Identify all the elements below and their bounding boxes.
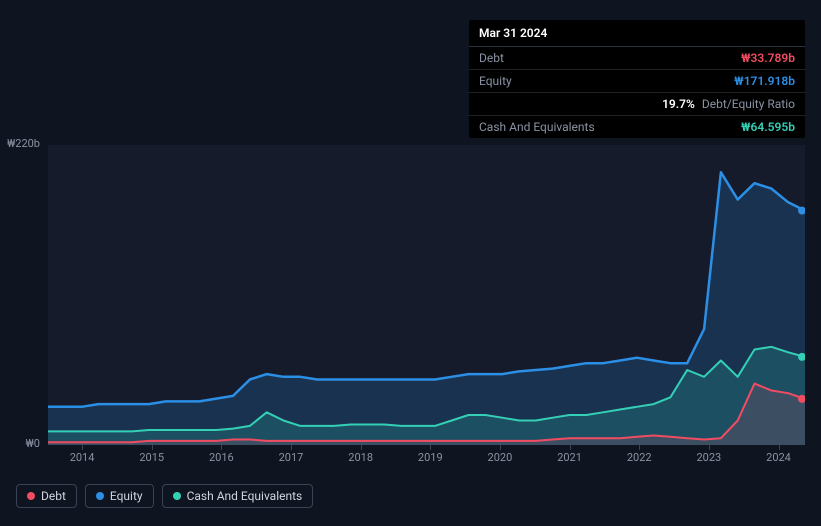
- chart-legend: Debt Equity Cash And Equivalents: [16, 484, 313, 508]
- legend-label: Cash And Equivalents: [187, 489, 303, 503]
- tooltip-row-label: Debt: [479, 51, 741, 65]
- legend-dot-icon: [173, 492, 181, 500]
- tooltip-row: 19.7% Debt/Equity Ratio: [469, 93, 805, 116]
- chart-tooltip: Mar 31 2024 Debt₩33.789bEquity₩171.918b1…: [469, 20, 805, 138]
- tooltip-row-value: ₩33.789b: [741, 51, 795, 65]
- tooltip-row-value: 19.7% Debt/Equity Ratio: [662, 97, 795, 111]
- x-axis: 2014 2015 2016 2017 2018 2019 2020 2021 2022 2023…: [48, 445, 805, 465]
- y-axis-label: ₩220b: [2, 137, 40, 150]
- tooltip-row: Debt₩33.789b: [469, 47, 805, 70]
- x-axis-label: 2024: [766, 451, 791, 464]
- legend-equity[interactable]: Equity: [85, 484, 154, 508]
- financial-history-chart: ₩220b₩0 20142015201620172018201920202021…: [16, 125, 805, 475]
- legend-dot-icon: [27, 492, 35, 500]
- legend-label: Equity: [110, 489, 143, 503]
- x-axis-label: 2023: [696, 451, 721, 464]
- tooltip-row-label: Equity: [479, 74, 734, 88]
- y-axis-label: ₩0: [2, 437, 40, 450]
- legend-dot-icon: [96, 492, 104, 500]
- x-axis-label: 2019: [418, 451, 443, 464]
- x-axis-label: 2017: [279, 451, 304, 464]
- legend-cash[interactable]: Cash And Equivalents: [162, 484, 314, 508]
- tooltip-row: Equity₩171.918b: [469, 70, 805, 93]
- x-axis-label: 2015: [139, 451, 164, 464]
- x-axis-label: 2018: [348, 451, 373, 464]
- legend-label: Debt: [41, 489, 66, 503]
- plot-area[interactable]: [48, 145, 805, 445]
- x-axis-label: 2016: [209, 451, 234, 464]
- x-axis-label: 2022: [627, 451, 652, 464]
- tooltip-row-label: [479, 97, 662, 111]
- x-axis-label: 2021: [557, 451, 582, 464]
- tooltip-date: Mar 31 2024: [469, 20, 805, 47]
- x-axis-label: 2014: [70, 451, 95, 464]
- legend-debt[interactable]: Debt: [16, 484, 77, 508]
- tooltip-row-value: ₩171.918b: [734, 74, 795, 88]
- x-axis-label: 2020: [488, 451, 513, 464]
